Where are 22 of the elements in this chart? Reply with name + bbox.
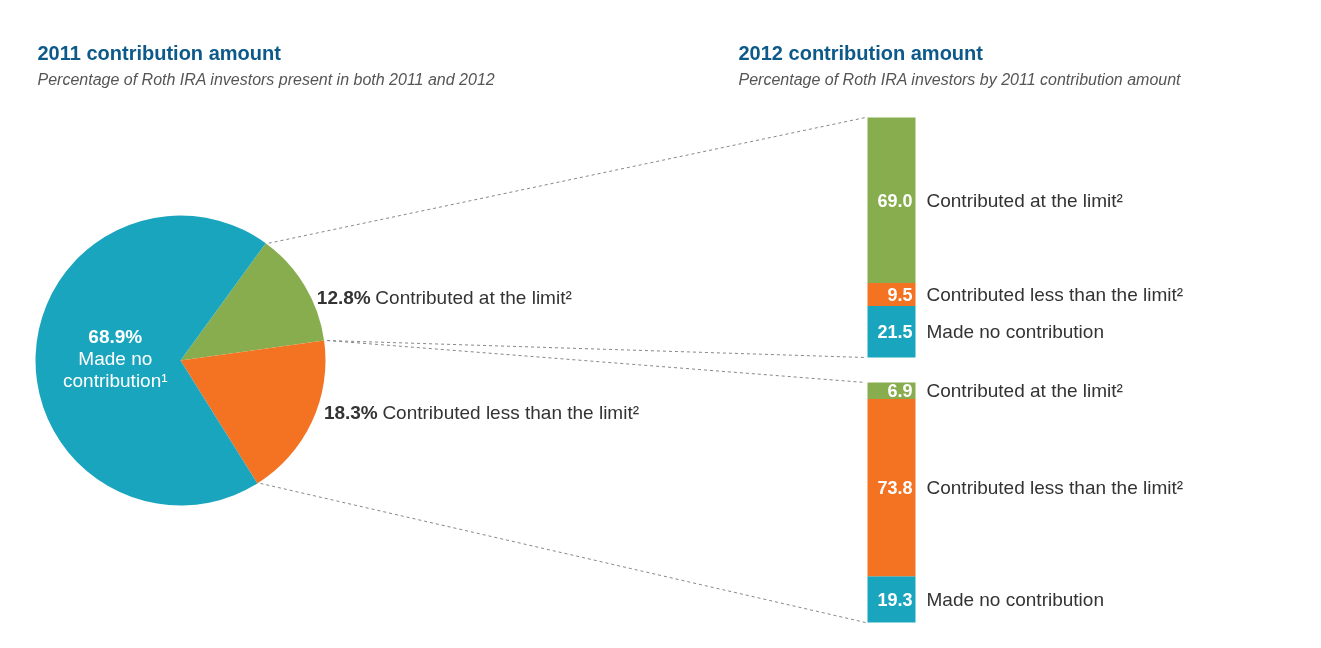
series-label: Contributed less than the limit² <box>926 477 1184 499</box>
series-label: Made no contribution <box>926 321 1104 343</box>
chart-title: 2012 contribution amount <box>738 41 984 64</box>
slice-label: Contributed less than the limit² <box>382 402 640 424</box>
series-label: Made no contribution <box>926 588 1104 610</box>
slice-label: Contributed at the limit² <box>375 286 572 308</box>
data-label: 18.3% <box>323 402 378 424</box>
series-label: Contributed less than the limit² <box>926 284 1184 305</box>
data-label: 9.5 <box>887 285 913 305</box>
data-label: 19.3 <box>877 589 913 610</box>
chart-title: 2011 contribution amount <box>37 41 282 64</box>
slice-label: Made no contribution¹ <box>63 347 168 391</box>
data-label: 69.0 <box>877 190 913 211</box>
series-label: Contributed at the limit² <box>926 189 1123 211</box>
chart-subtitle: Percentage of Roth IRA investors present in both 2011 and 2012 <box>37 71 495 88</box>
text: Percentage of Roth IRA investors by 2011 contribution amount <box>738 71 1182 88</box>
data-label: 12.8% <box>316 286 371 308</box>
series-label: Contributed at the limit² <box>926 380 1123 402</box>
data-label: 6.9 <box>887 381 913 402</box>
data-label: 21.5 <box>877 322 913 343</box>
data-label: 68.9% <box>88 325 143 347</box>
data-label: 73.8 <box>877 478 913 499</box>
